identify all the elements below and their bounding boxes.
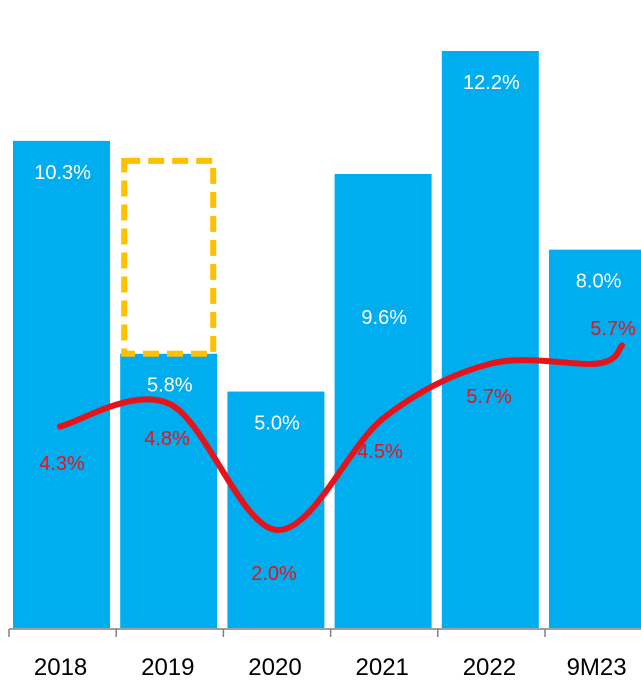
line-label-2018: 4.3%: [39, 453, 85, 475]
line-group: 4.3% 4.8% 2.0% 4.5% 5.7% 5.7%: [39, 318, 636, 585]
annotation-dashed-box: [121, 157, 217, 357]
bar-label-9M23: 8.0%: [576, 271, 622, 293]
bar-2022: [441, 51, 539, 628]
bar-2021: [334, 173, 432, 628]
bar-2018: [13, 140, 110, 628]
line-series: [57, 342, 625, 534]
x-tick-label-2022: 2022: [463, 654, 516, 680]
x-tick-label-2020: 2020: [248, 654, 301, 680]
x-tick-label-2021: 2021: [356, 654, 409, 680]
bar-label-2019: 5.8%: [147, 375, 193, 397]
x-axis: 2018 2019 2020 2021 2022 9M23: [8, 628, 641, 680]
bar-label-2022: 12.2%: [463, 72, 520, 94]
bar-9M23: [549, 249, 641, 628]
bars-group: 10.3% 5.8% 5.0% 9.6% 12.2% 8.0%: [13, 51, 641, 628]
x-tick-label-9M23: 9M23: [567, 654, 627, 680]
x-tick-label-2019: 2019: [141, 654, 194, 680]
line-label-2022: 5.7%: [466, 386, 512, 408]
bar-label-2021: 9.6%: [361, 307, 407, 329]
x-tick-label-2018: 2018: [34, 654, 87, 680]
line-label-2021: 4.5%: [357, 441, 403, 463]
bar-label-2018: 10.3%: [34, 162, 91, 184]
line-label-9M23: 5.7%: [590, 318, 636, 340]
annotation-group: [121, 157, 217, 357]
bar-label-2020: 5.0%: [254, 413, 300, 435]
line-label-2019: 4.8%: [144, 428, 190, 450]
line-label-2020: 2.0%: [251, 563, 297, 585]
